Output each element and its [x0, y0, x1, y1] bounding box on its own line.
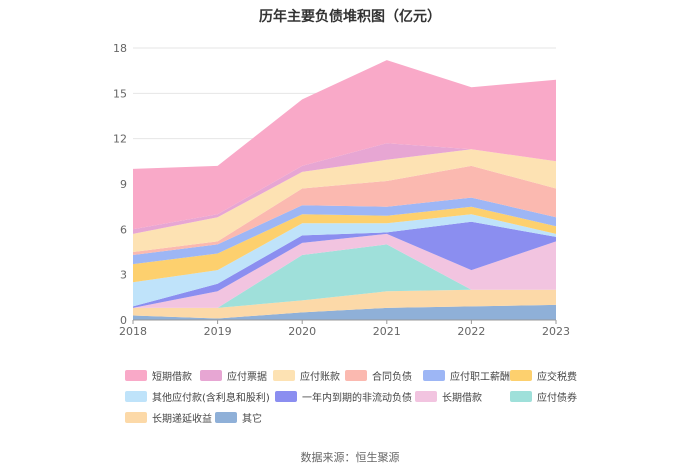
legend-item[interactable]: 应付票据: [200, 368, 267, 383]
area-4: [133, 221, 556, 308]
legend-label: 应付票据: [227, 372, 267, 383]
y-tick-label: 0: [120, 314, 127, 327]
legend-swatch: [275, 391, 297, 402]
area-6: [133, 206, 556, 283]
x-tick-label: 2022: [457, 325, 485, 338]
legend-swatch: [125, 391, 147, 402]
legend-label: 应付账款: [300, 372, 340, 383]
y-tick-label: 15: [113, 87, 127, 100]
legend-label: 长期递延收益: [152, 414, 212, 425]
legend-swatch: [125, 412, 147, 423]
y-tick-label: 12: [113, 133, 127, 146]
legend-item[interactable]: 其他应付款(含利息和股利): [125, 389, 270, 404]
area-1: [133, 289, 556, 319]
legend-swatch: [215, 412, 237, 423]
area-3: [133, 233, 556, 308]
legend-label: 合同负债: [372, 372, 412, 383]
y-tick-label: 6: [120, 223, 127, 236]
source-note: 数据来源：恒生聚源: [300, 451, 400, 464]
legend-swatch: [510, 370, 532, 381]
legend-swatch: [345, 370, 367, 381]
x-tick-label: 2020: [288, 325, 316, 338]
area-2: [133, 244, 556, 308]
legend-swatch: [510, 391, 532, 402]
legend-label: 一年内到期的非流动负债: [302, 393, 412, 404]
legend-item[interactable]: 合同负债: [345, 368, 412, 383]
area-0: [133, 304, 556, 320]
legend-swatch: [125, 370, 147, 381]
legend-label: 其他应付款(含利息和股利): [152, 393, 270, 404]
y-tick-label: 9: [120, 178, 127, 191]
legend-item[interactable]: 长期借款: [415, 389, 482, 404]
legend-label: 应付职工薪酬: [450, 372, 510, 383]
axes: 0 3 6 9 12 15 18 2018 2019 2020 2021 2022 2023: [113, 42, 570, 338]
area-7: [133, 197, 556, 265]
area-11: [133, 60, 556, 230]
x-tick-label: 2019: [204, 325, 232, 338]
legend-label: 长期借款: [442, 393, 482, 404]
legend-item[interactable]: 短期借款: [125, 368, 192, 383]
legend-item[interactable]: 应付债券: [510, 389, 577, 404]
area-5: [133, 214, 556, 307]
y-tick-label: 3: [120, 269, 127, 282]
x-tick-label: 2021: [373, 325, 401, 338]
legend-item[interactable]: 长期递延收益: [125, 410, 212, 425]
legend-item[interactable]: 应交税费: [510, 368, 577, 383]
area-9: [133, 149, 556, 252]
legend-label: 应交税费: [537, 372, 577, 383]
legend-item[interactable]: 一年内到期的非流动负债: [275, 389, 412, 404]
legend-swatch: [273, 370, 295, 381]
chart-title: 历年主要负债堆积图（亿元）: [259, 9, 441, 25]
legend-item[interactable]: 其它: [215, 410, 262, 425]
legend-item[interactable]: 应付账款: [273, 368, 340, 383]
area-8: [133, 165, 556, 255]
legend-item[interactable]: 应付职工薪酬: [423, 368, 510, 383]
area-series: [133, 60, 556, 320]
legend-label: 应付债券: [537, 393, 577, 404]
x-tick-label: 2018: [119, 325, 147, 338]
y-tick-label: 18: [113, 42, 127, 55]
legend-label: 短期借款: [152, 372, 192, 383]
legend-swatch: [200, 370, 222, 381]
legend-label: 其它: [242, 414, 262, 425]
legend-swatch: [423, 370, 445, 381]
area-10: [133, 143, 556, 234]
x-tick-label: 2023: [542, 325, 570, 338]
legend-swatch: [415, 391, 437, 402]
